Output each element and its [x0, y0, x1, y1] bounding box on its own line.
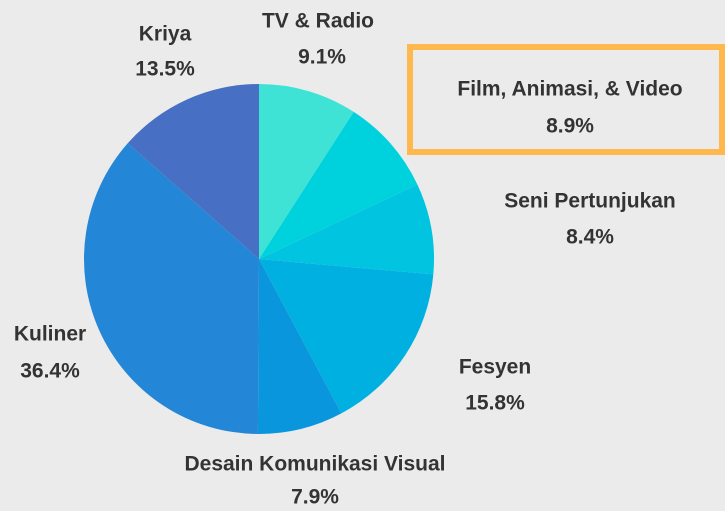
pie-slice [257, 259, 342, 434]
pie-slice [259, 111, 418, 259]
slice-label: Seni Pertunjukan [504, 190, 676, 213]
slice-value: 8.9% [546, 115, 594, 138]
slice-label: Film, Animasi, & Video [457, 78, 682, 101]
slice-value: 8.4% [566, 226, 614, 249]
slice-label: Kuliner [14, 323, 86, 346]
slice-value: 9.1% [298, 46, 346, 69]
highlight-box [407, 44, 725, 155]
slice-label: Fesyen [459, 356, 531, 379]
slice-value: 7.9% [291, 486, 339, 509]
slice-value: 13.5% [135, 58, 195, 81]
slice-label: Kriya [139, 23, 192, 46]
pie-slice [83, 143, 259, 434]
slice-value: 36.4% [20, 360, 80, 383]
pie-slice [259, 84, 354, 259]
slice-label: TV & Radio [262, 10, 374, 33]
pie-slice [259, 184, 434, 275]
slice-value: 15.8% [465, 392, 525, 415]
pie-slice [259, 259, 434, 414]
slice-label: Desain Komunikasi Visual [184, 453, 445, 476]
pie-slice [127, 84, 259, 259]
